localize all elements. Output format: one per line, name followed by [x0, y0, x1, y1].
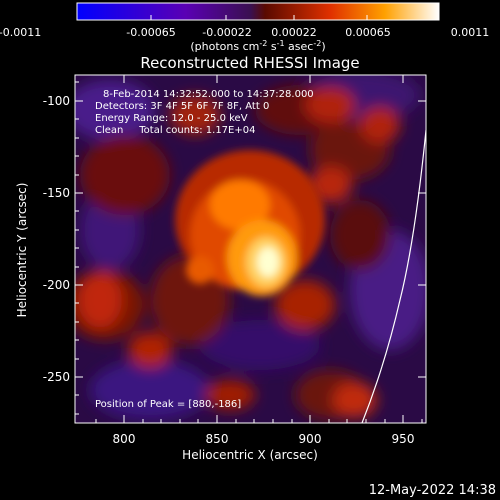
y-tick-label: -100	[43, 94, 70, 108]
y-tick-label: -200	[43, 278, 70, 292]
x-tick-label: 800	[113, 432, 136, 446]
colorbar-tick-marks	[76, 15, 440, 20]
y-tick-label: -150	[43, 186, 70, 200]
energy-range-annotation: Energy Range: 12.0 - 25.0 keV	[95, 113, 248, 124]
plot-frame	[74, 74, 427, 424]
colorbar-gradient	[76, 2, 440, 21]
colorbar-tick-label: -0.0011	[0, 26, 41, 39]
plot-title: Reconstructed RHESSI Image	[140, 54, 359, 72]
detectors-annotation: Detectors: 3F 4F 5F 6F 7F 8F, Att 0	[95, 101, 269, 112]
colorbar-tick-label: 0.0011	[451, 26, 490, 39]
y-axis-label: Heliocentric Y (arcsec)	[15, 183, 29, 318]
solar-limb-line	[361, 129, 426, 423]
clean-counts-annotation: Clean Total counts: 1.17E+04	[95, 125, 255, 136]
axis-ticks	[75, 75, 426, 423]
colorbar-tick-label: 0.00022	[271, 26, 317, 39]
colorbar-tick-label: 0.00065	[345, 26, 391, 39]
time-range-annotation: 8-Feb-2014 14:32:52.000 to 14:37:28.000	[103, 89, 314, 100]
colorbar-tick-label: -0.00022	[202, 26, 251, 39]
colorbar-units: (photons cm-2 s-1 asec-2)	[190, 39, 325, 53]
footer-timestamp: 12-May-2022 14:38	[369, 483, 496, 498]
x-tick-label: 900	[299, 432, 322, 446]
x-tick-label: 850	[206, 432, 229, 446]
colorbar-tick-label: -0.00065	[126, 26, 175, 39]
colorbar: -0.0011 -0.00065 -0.00022 0.00022 0.0006…	[0, 2, 490, 53]
rhessi-image	[75, 75, 426, 423]
peak-position-annotation: Position of Peak = [880,-186]	[95, 399, 241, 410]
x-tick-label: 950	[392, 432, 415, 446]
x-axis-label: Heliocentric X (arcsec)	[182, 448, 318, 462]
y-tick-label: -250	[43, 370, 70, 384]
